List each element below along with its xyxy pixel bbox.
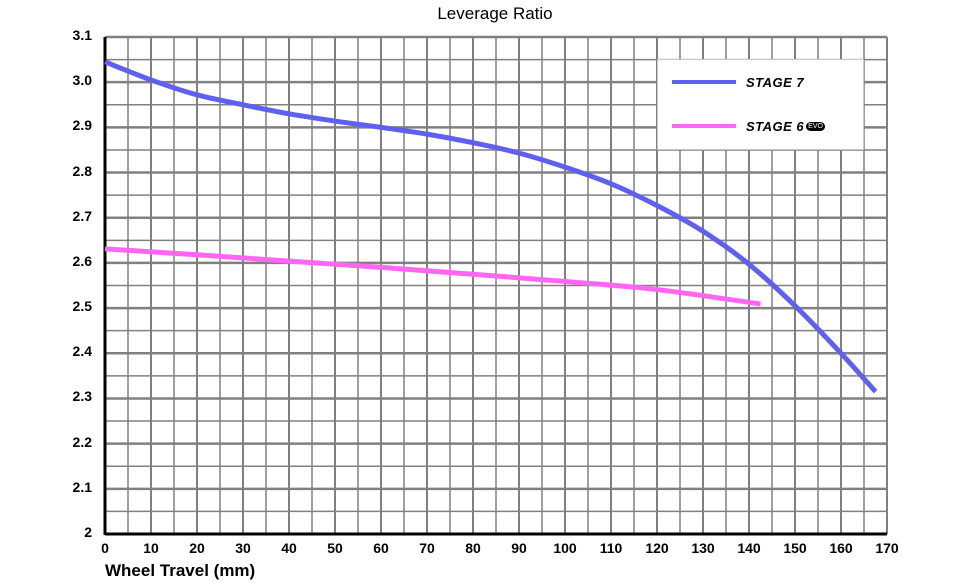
y-tick-label: 2.2	[72, 433, 92, 450]
y-tick-label: 2.4	[72, 343, 92, 360]
x-tick-label: 90	[511, 540, 527, 556]
x-tick-label: 150	[783, 540, 807, 556]
x-axis-title: Wheel Travel (mm)	[105, 561, 256, 580]
x-tick-label: 160	[829, 540, 853, 556]
x-tick-label: 100	[553, 540, 577, 556]
legend-swatch	[672, 124, 736, 128]
evo-badge: EVO	[806, 121, 825, 131]
legend-label: STAGE 7	[746, 74, 805, 90]
y-tick-label: 2.3	[72, 388, 92, 405]
chart-title: Leverage Ratio	[437, 4, 553, 23]
x-tick-label: 10	[143, 540, 159, 556]
x-tick-label: 50	[327, 540, 343, 556]
x-tick-label: 30	[235, 540, 251, 556]
x-tick-label: 0	[101, 540, 109, 556]
legend-item-stage7: STAGE 7	[672, 72, 804, 92]
legend-swatch	[672, 80, 736, 84]
y-tick-label: 2.5	[72, 298, 92, 315]
x-tick-label: 120	[645, 540, 669, 556]
y-tick-label: 3.1	[72, 27, 92, 43]
x-tick-label: 170	[875, 540, 899, 556]
y-tick-label: 2	[84, 524, 92, 540]
x-tick-label: 130	[691, 540, 715, 556]
y-tick-label: 2.9	[72, 117, 92, 134]
legend-item-stage6: STAGE 6 EVO	[672, 116, 825, 136]
x-tick-label: 80	[465, 540, 481, 556]
x-tick-label: 20	[189, 540, 205, 556]
y-tick-label: 3.0	[72, 72, 92, 89]
y-tick-label: 2.1	[72, 478, 92, 495]
x-tick-label: 70	[419, 540, 435, 556]
legend: STAGE 7 STAGE 6 EVO	[657, 59, 864, 150]
y-tick-label: 2.6	[72, 252, 92, 269]
y-tick-label: 2.8	[72, 162, 92, 179]
x-tick-label: 140	[737, 540, 761, 556]
series-line	[104, 59, 878, 394]
x-tick-label: 60	[373, 540, 389, 556]
y-tick-label: 2.7	[72, 207, 92, 224]
x-tick-label: 40	[281, 540, 297, 556]
x-tick-label: 110	[599, 540, 623, 556]
series-line	[104, 246, 761, 307]
legend-label: STAGE 6	[746, 118, 805, 134]
